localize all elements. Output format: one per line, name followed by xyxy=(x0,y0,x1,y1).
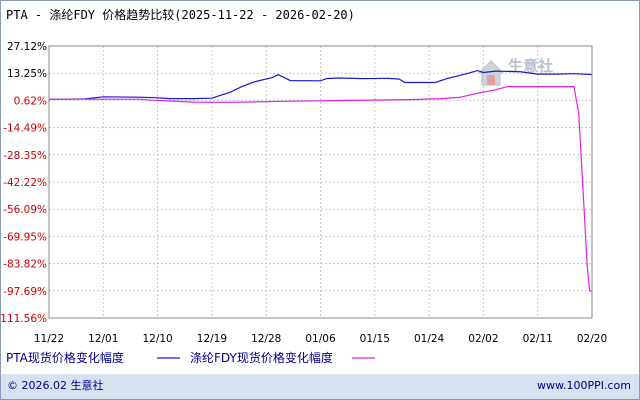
y-tick-label: -111.56% xyxy=(0,313,47,325)
x-tick-label: 02/11 xyxy=(523,333,553,345)
series-line-fdy xyxy=(49,85,593,292)
y-tick-label: 27.12% xyxy=(7,41,47,53)
x-tick-label: 12/28 xyxy=(251,333,281,345)
legend-label-fdy: 涤纶FDY现货价格变化幅度 xyxy=(190,350,333,365)
x-tick-label: 12/19 xyxy=(197,333,227,345)
x-tick-label: 11/22 xyxy=(34,333,64,345)
y-tick-label: 0.62% xyxy=(14,95,47,107)
legend: PTA现货价格变化幅度 涤纶FDY现货价格变化幅度 xyxy=(6,350,375,365)
watermark-text: 生意社 xyxy=(508,57,553,75)
series-line-pta xyxy=(49,69,593,100)
x-tick-label: 01/06 xyxy=(305,333,336,345)
x-tick-label: 12/10 xyxy=(142,333,172,345)
x-axis-ticks: 11/22 12/01 12/10 12/19 12/28 01/06 01/15 01/24… xyxy=(34,333,607,345)
x-tick-label: 12/01 xyxy=(88,333,118,345)
x-tick-label: 01/15 xyxy=(360,333,390,345)
footer-bar xyxy=(1,374,639,399)
chart-title: PTA - 涤纶FDY 价格趋势比较(2025-11-22 - 2026-02-… xyxy=(6,7,355,22)
y-tick-label: -56.09% xyxy=(3,204,47,216)
footer-site-link[interactable]: www.100PPI.com xyxy=(537,379,631,392)
footer-copyright: © 2026.02 生意社 xyxy=(7,378,103,392)
legend-label-pta: PTA现货价格变化幅度 xyxy=(6,350,124,365)
x-tick-label: 02/20 xyxy=(577,333,607,345)
y-tick-label: -69.95% xyxy=(3,231,47,243)
house-door-icon xyxy=(487,75,495,85)
plot-border xyxy=(48,45,593,319)
x-tick-label: 02/02 xyxy=(468,333,498,345)
y-axis-ticks: 27.12% 13.25% 0.62% -14.49% -28.35% -42.22% -5… xyxy=(0,41,47,325)
series-lines xyxy=(49,69,593,292)
x-tick-label: 01/24 xyxy=(414,333,445,345)
y-tick-label: -28.35% xyxy=(3,150,47,162)
y-tick-label: 13.25% xyxy=(7,68,47,80)
y-tick-label: -97.69% xyxy=(3,286,47,298)
y-tick-label: -83.82% xyxy=(3,259,47,271)
y-tick-label: -14.49% xyxy=(3,123,47,135)
y-tick-label: -42.22% xyxy=(3,177,47,189)
